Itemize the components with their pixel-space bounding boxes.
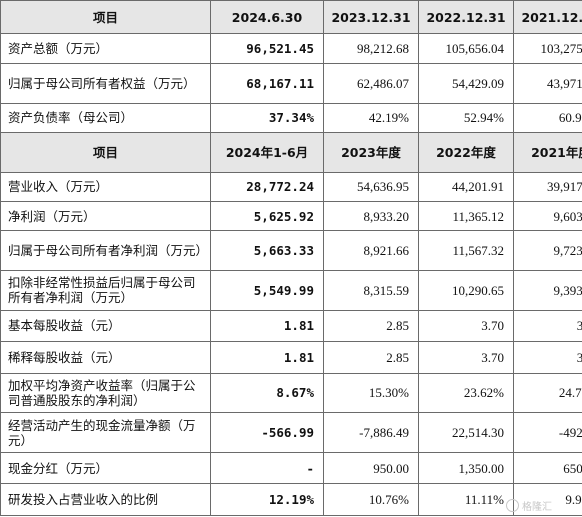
table-row: 资产负债率（母公司） 37.34% 42.19% 52.94% 60.91% [0,102,582,133]
row-label: 现金分红（万元） [0,452,211,485]
header-2024-h1: 2024年1-6月 [210,131,324,173]
cell-value: 15.30% [323,372,419,414]
table-row: 研发投入占营业收入的比例 12.19% 10.76% 11.11% 9.98% [0,483,582,516]
cell-value: -492.55 [513,412,582,454]
table-row: 归属于母公司所有者净利润（万元） 5,663.33 8,921.66 11,56… [0,230,582,271]
cell-value: 3.70 [418,341,514,374]
cell-value: 60.91% [513,102,582,133]
header-2024-06-30: 2024.6.30 [210,0,324,35]
cell-value: 9,723.89 [513,230,582,271]
cell-value: 43,971.95 [513,62,582,104]
table-row: 经营活动产生的现金流量净额（万元） -566.99 -7,886.49 22,5… [0,412,582,454]
cell-value: 11,365.12 [418,200,514,232]
header-2021-12-31: 2021.12.31 [513,0,582,35]
row-label: 资产负债率（母公司） [0,102,211,133]
table-row: 基本每股收益（元） 1.81 2.85 3.70 3.11 [0,309,582,343]
table-row: 归属于母公司所有者权益（万元） 68,167.11 62,486.07 54,4… [0,62,582,104]
income-header-row: 项目 2024年1-6月 2023年度 2022年度 2021年度 [0,131,582,173]
cell-value: 42.19% [323,102,419,133]
cell-value: 54,636.95 [323,171,419,202]
cell-value: 96,521.45 [210,33,324,64]
header-item: 项目 [0,131,211,173]
cell-value: 5,663.33 [210,230,324,271]
cell-value: 54,429.09 [418,62,514,104]
table-row: 净利润（万元） 5,625.92 8,933.20 11,365.12 9,60… [0,200,582,232]
cell-value: 103,275.46 [513,33,582,64]
cell-value: - [210,452,324,485]
table-row: 现金分红（万元） - 950.00 1,350.00 650.00 [0,452,582,485]
cell-value: 9,393.05 [513,269,582,311]
row-label: 研发投入占营业收入的比例 [0,483,211,516]
row-label: 归属于母公司所有者净利润（万元） [0,230,211,271]
cell-value: 2.85 [323,341,419,374]
cell-value: 44,201.91 [418,171,514,202]
cell-value: 11.11% [418,483,514,516]
cell-value: 3.70 [418,309,514,343]
header-2021-year: 2021年度 [513,131,582,173]
cell-value: 37.34% [210,102,324,133]
cell-value: 8.67% [210,372,324,414]
cell-value: 2.85 [323,309,419,343]
cell-value: 22,514.30 [418,412,514,454]
cell-value: 98,212.68 [323,33,419,64]
row-label: 基本每股收益（元） [0,309,211,343]
cell-value: 12.19% [210,483,324,516]
cell-value: 52.94% [418,102,514,133]
row-label: 扣除非经常性损益后归属于母公司所有者净利润（万元） [0,269,211,311]
balance-header-row: 项目 2024.6.30 2023.12.31 2022.12.31 2021.… [0,0,582,35]
cell-value: 650.00 [513,452,582,485]
cell-value: 3.11 [513,309,582,343]
table-row: 稀释每股收益（元） 1.81 2.85 3.70 3.11 [0,341,582,374]
row-label: 净利润（万元） [0,200,211,232]
cell-value: 8,921.66 [323,230,419,271]
row-label: 稀释每股收益（元） [0,341,211,374]
table-row: 扣除非经常性损益后归属于母公司所有者净利润（万元） 5,549.99 8,315… [0,269,582,311]
header-2022-year: 2022年度 [418,131,514,173]
cell-value: 950.00 [323,452,419,485]
header-item: 项目 [0,0,211,35]
cell-value: 8,315.59 [323,269,419,311]
cell-value: 28,772.24 [210,171,324,202]
table-row: 加权平均净资产收益率（归属于公司普通股股东的净利润） 8.67% 15.30% … [0,372,582,414]
row-label: 营业收入（万元） [0,171,211,202]
cell-value: 1.81 [210,341,324,374]
row-label: 归属于母公司所有者权益（万元） [0,62,211,104]
cell-value: 9.98% [513,483,582,516]
table-row: 资产总额（万元） 96,521.45 98,212.68 105,656.04 … [0,33,582,64]
header-2023-year: 2023年度 [323,131,419,173]
header-2023-12-31: 2023.12.31 [323,0,419,35]
row-label: 经营活动产生的现金流量净额（万元） [0,412,211,454]
cell-value: 1.81 [210,309,324,343]
cell-value: 39,917.19 [513,171,582,202]
cell-value: 8,933.20 [323,200,419,232]
cell-value: 1,350.00 [418,452,514,485]
cell-value: 10.76% [323,483,419,516]
cell-value: 11,567.32 [418,230,514,271]
row-label: 资产总额（万元） [0,33,211,64]
table-row: 营业收入（万元） 28,772.24 54,636.95 44,201.91 3… [0,171,582,202]
cell-value: 68,167.11 [210,62,324,104]
cell-value: 23.62% [418,372,514,414]
cell-value: 3.11 [513,341,582,374]
cell-value: 24.73% [513,372,582,414]
cell-value: 62,486.07 [323,62,419,104]
row-label: 加权平均净资产收益率（归属于公司普通股股东的净利润） [0,372,211,414]
cell-value: 5,625.92 [210,200,324,232]
cell-value: -7,886.49 [323,412,419,454]
cell-value: -566.99 [210,412,324,454]
cell-value: 9,603.97 [513,200,582,232]
cell-value: 5,549.99 [210,269,324,311]
cell-value: 105,656.04 [418,33,514,64]
cell-value: 10,290.65 [418,269,514,311]
header-2022-12-31: 2022.12.31 [418,0,514,35]
